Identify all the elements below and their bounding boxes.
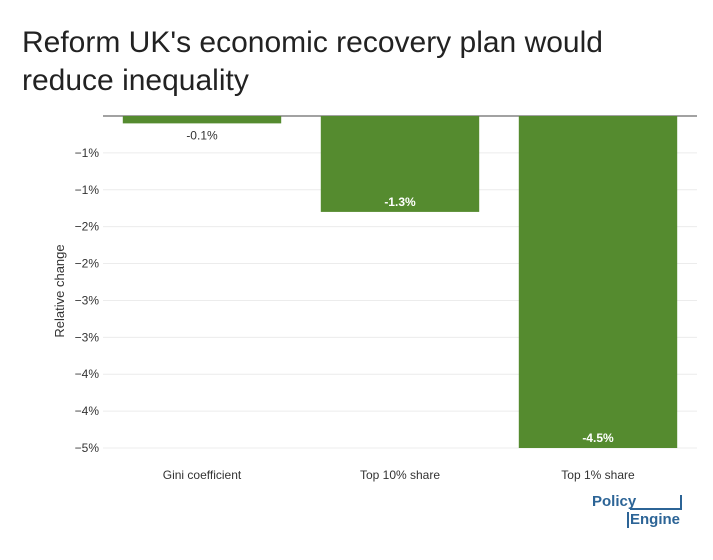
- logo-text-engine: Engine: [630, 511, 681, 528]
- y-axis-title: Relative change: [52, 244, 67, 337]
- y-tick-label: −3%: [75, 330, 100, 344]
- logo-text-policy: Policy: [592, 493, 637, 510]
- bars: [122, 116, 678, 448]
- x-tick-label: Gini coefficient: [163, 468, 242, 482]
- y-tick-label: −2%: [75, 220, 100, 234]
- y-tick-label: −4%: [75, 367, 100, 381]
- y-tick-label: −1%: [75, 146, 100, 160]
- bar: [518, 116, 678, 448]
- x-axis-ticks: Gini coefficient Top 10% share Top 1% shar…: [163, 468, 635, 482]
- logo-bracket-left: [627, 512, 629, 528]
- x-tick-label: Top 10% share: [360, 468, 440, 482]
- policyengine-logo: Policy Engine: [590, 492, 685, 534]
- y-tick-label: −4%: [75, 404, 100, 418]
- bar: [122, 116, 282, 124]
- x-tick-label: Top 1% share: [561, 468, 635, 482]
- data-labels: -0.1% -1.3% -4.5%: [186, 128, 614, 445]
- logo-bracket-right: [680, 495, 682, 510]
- y-tick-label: −2%: [75, 257, 100, 271]
- y-tick-label: −3%: [75, 293, 100, 307]
- bar-data-label: -1.3%: [384, 195, 416, 209]
- bar-data-label: -4.5%: [582, 431, 614, 445]
- y-tick-label: −1%: [75, 183, 100, 197]
- logo-underline: [630, 508, 682, 510]
- y-axis-ticks: −1% −1% −2% −2% −3% −3% −4% −4% −5%: [75, 146, 100, 455]
- bar-data-label: -0.1%: [186, 128, 218, 142]
- bar: [320, 116, 480, 212]
- chart-title: Reform UK's economic recovery plan would…: [22, 26, 603, 97]
- y-tick-label: −5%: [75, 441, 100, 455]
